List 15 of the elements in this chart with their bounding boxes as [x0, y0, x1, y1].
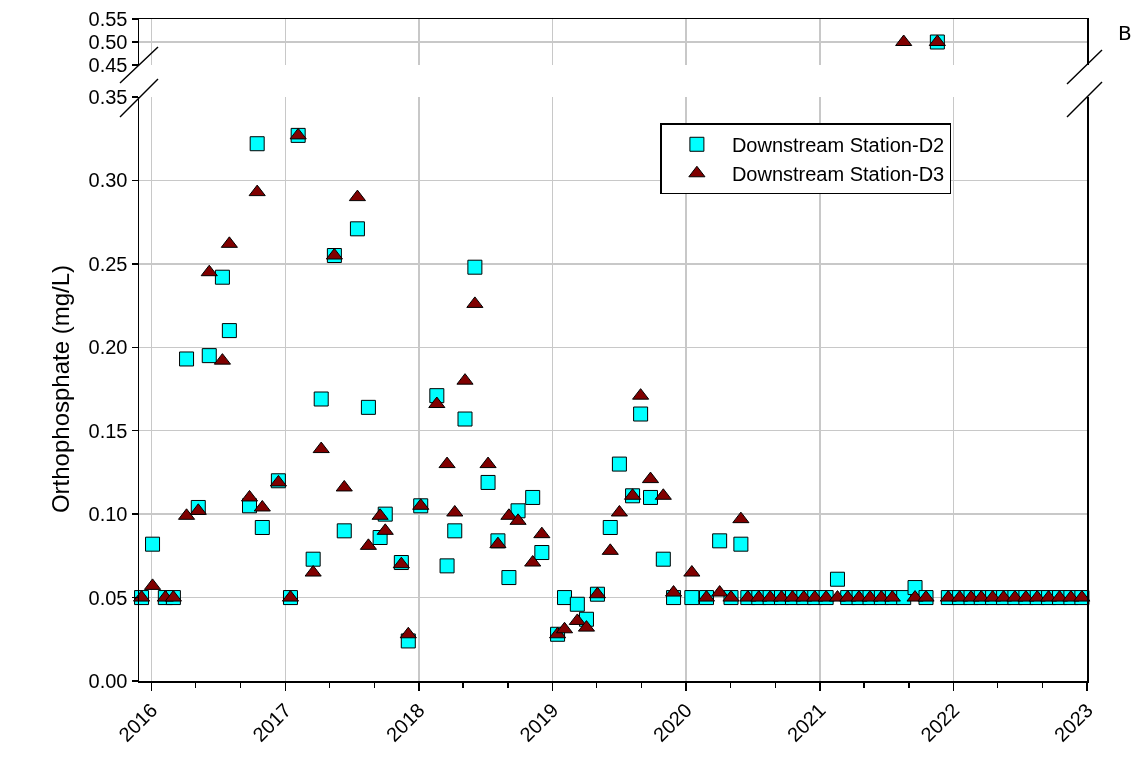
y-tick-label: 0.55 [88, 8, 128, 30]
legend-label: Downstream Station-D3 [731, 163, 945, 186]
text: B [1118, 21, 1132, 45]
legend-label: Downstream Station-D2 [731, 134, 945, 157]
y-tick-label: 0.30 [88, 169, 128, 192]
y-tick-label: 0.35 [88, 86, 128, 108]
y-tick-label: 0.05 [88, 586, 128, 609]
y-tick-label: 0.20 [88, 336, 128, 359]
y-tick-label: 0.45 [88, 54, 128, 76]
y-tick-label: 0.00 [88, 670, 128, 692]
y-tick-label: 0.15 [88, 419, 128, 442]
y-tick-label: 0.25 [88, 252, 128, 275]
y-axis-title: Orthophosphate (mg/L) [46, 264, 74, 514]
y-tick-label: 0.10 [88, 503, 128, 526]
y-tick-label: 0.50 [88, 31, 128, 53]
